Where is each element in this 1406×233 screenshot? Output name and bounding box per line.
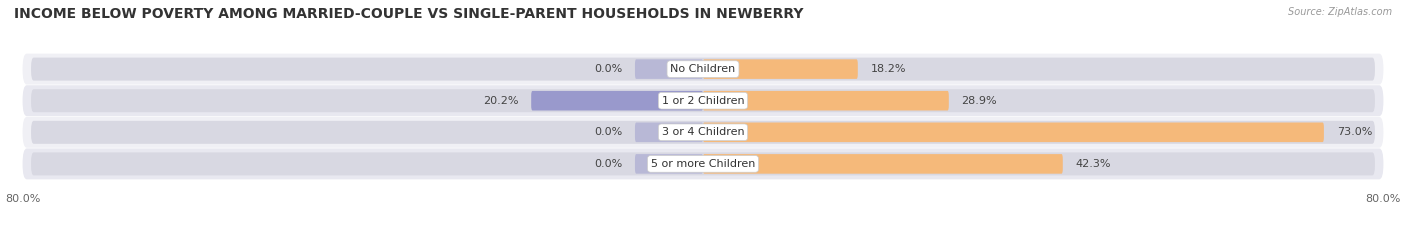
Text: INCOME BELOW POVERTY AMONG MARRIED-COUPLE VS SINGLE-PARENT HOUSEHOLDS IN NEWBERR: INCOME BELOW POVERTY AMONG MARRIED-COUPL…	[14, 7, 804, 21]
Text: No Children: No Children	[671, 64, 735, 74]
FancyBboxPatch shape	[636, 154, 703, 174]
Text: 20.2%: 20.2%	[482, 96, 519, 106]
FancyBboxPatch shape	[531, 91, 703, 110]
FancyBboxPatch shape	[22, 117, 1384, 148]
FancyBboxPatch shape	[703, 123, 1324, 142]
FancyBboxPatch shape	[31, 152, 1375, 175]
FancyBboxPatch shape	[31, 89, 1375, 112]
Text: 0.0%: 0.0%	[593, 64, 623, 74]
Text: 3 or 4 Children: 3 or 4 Children	[662, 127, 744, 137]
FancyBboxPatch shape	[22, 54, 1384, 85]
FancyBboxPatch shape	[703, 59, 858, 79]
Text: 0.0%: 0.0%	[593, 159, 623, 169]
Text: 0.0%: 0.0%	[593, 127, 623, 137]
FancyBboxPatch shape	[22, 85, 1384, 116]
Text: 5 or more Children: 5 or more Children	[651, 159, 755, 169]
Text: 73.0%: 73.0%	[1337, 127, 1372, 137]
FancyBboxPatch shape	[703, 154, 1063, 174]
FancyBboxPatch shape	[31, 58, 1375, 81]
Text: 28.9%: 28.9%	[962, 96, 997, 106]
FancyBboxPatch shape	[22, 148, 1384, 179]
FancyBboxPatch shape	[636, 123, 703, 142]
FancyBboxPatch shape	[703, 91, 949, 110]
Text: Source: ZipAtlas.com: Source: ZipAtlas.com	[1288, 7, 1392, 17]
Text: 1 or 2 Children: 1 or 2 Children	[662, 96, 744, 106]
Text: 18.2%: 18.2%	[870, 64, 905, 74]
FancyBboxPatch shape	[31, 121, 1375, 144]
FancyBboxPatch shape	[636, 59, 703, 79]
Text: 42.3%: 42.3%	[1076, 159, 1111, 169]
